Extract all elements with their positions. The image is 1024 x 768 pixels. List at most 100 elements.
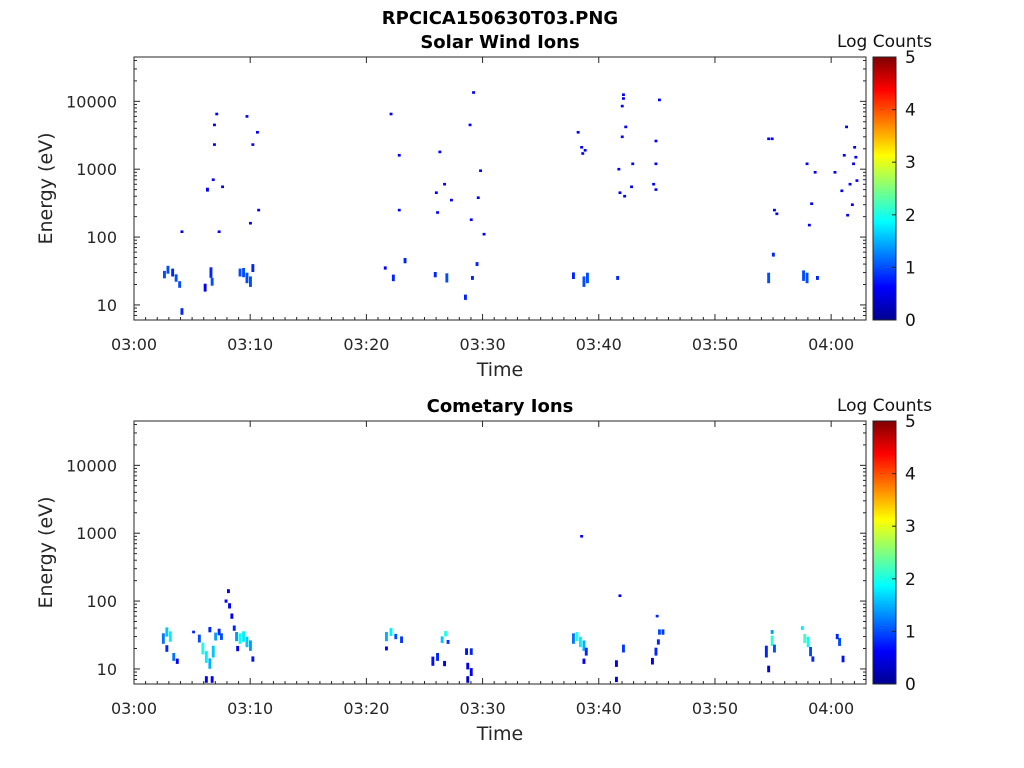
data-cell: [249, 640, 252, 651]
data-cell: [433, 272, 437, 278]
data-cell: [623, 194, 627, 198]
colorbar-tick-label: 2: [905, 206, 916, 226]
data-cell: [575, 632, 579, 642]
data-cell: [213, 143, 216, 146]
data-cell: [446, 640, 450, 644]
x-tick-label: 03:50: [692, 699, 738, 718]
data-cell: [617, 167, 621, 171]
data-cell: [654, 162, 658, 166]
data-cell: [436, 211, 439, 214]
data-cell: [773, 644, 776, 653]
data-cell: [618, 191, 622, 194]
colorbar-gradient: [872, 56, 897, 321]
colorbar-tick-label: 2: [905, 570, 916, 590]
data-cell: [840, 189, 844, 193]
data-cell: [661, 629, 665, 635]
data-cell: [227, 589, 230, 594]
data-cell: [586, 272, 589, 284]
panel-title: Solar Wind Ions: [420, 32, 579, 53]
data-cell: [622, 93, 625, 96]
data-cell: [654, 647, 658, 656]
data-cell: [482, 232, 486, 236]
data-cell: [806, 636, 810, 648]
data-cell: [465, 648, 468, 655]
data-cell: [469, 648, 473, 655]
data-cell: [397, 154, 401, 157]
data-cell: [249, 276, 252, 287]
data-cell: [656, 639, 660, 645]
data-cell: [805, 272, 809, 284]
data-cell: [572, 272, 575, 279]
colorbar-tick-label: 3: [905, 153, 916, 173]
y-tick-label: 10: [97, 296, 117, 315]
data-cell: [775, 212, 779, 216]
x-tick-label: 03:00: [111, 335, 157, 354]
data-cell: [180, 308, 184, 315]
data-cell: [251, 264, 255, 272]
x-tick-label: 03:10: [227, 335, 273, 354]
data-cell: [809, 647, 812, 657]
data-cell: [842, 154, 846, 157]
data-cell: [580, 146, 584, 149]
data-cell: [245, 272, 249, 284]
data-cell: [403, 258, 407, 264]
data-cell: [445, 273, 449, 283]
data-cell: [773, 208, 776, 212]
data-cell: [767, 137, 771, 141]
data-cell: [210, 676, 214, 683]
data-cell: [466, 676, 470, 683]
figure-title: RPCICA150630T03.PNG: [382, 8, 618, 29]
data-cell: [238, 268, 242, 277]
data-cell: [178, 281, 182, 288]
data-cell: [166, 265, 170, 274]
data-cell: [464, 294, 467, 300]
data-cell: [221, 185, 224, 189]
data-cell: [438, 150, 442, 154]
data-cell: [631, 162, 635, 166]
data-cell: [161, 633, 165, 644]
data-cell: [850, 203, 854, 206]
data-cell: [389, 112, 393, 116]
x-axis-label: Time: [476, 359, 524, 381]
data-cell: [217, 230, 221, 233]
data-cell: [853, 146, 857, 149]
data-cell: [206, 187, 209, 192]
data-cell: [443, 660, 446, 667]
data-cell: [770, 137, 774, 141]
y-tick-label: 10000: [66, 456, 117, 475]
colorbar-tick-label: 4: [905, 465, 916, 485]
colorbar-tick-label: 0: [905, 311, 916, 331]
data-cell: [163, 270, 166, 279]
data-cell: [622, 644, 625, 653]
data-cell: [767, 272, 771, 284]
data-cell: [833, 171, 837, 174]
data-cell: [582, 640, 586, 651]
data-cell: [385, 646, 388, 651]
colorbar-tick-label: 0: [905, 675, 916, 695]
data-cell: [582, 276, 586, 287]
data-cell: [217, 628, 221, 636]
data-cell: [803, 634, 807, 644]
data-cell: [220, 633, 223, 640]
y-tick-label: 1000: [76, 524, 117, 543]
data-cell: [838, 638, 841, 646]
panel-cometary: 03:00 03:10 03:20 03:30 03:40 03:50 04:0010100…: [35, 396, 932, 745]
data-cell: [620, 104, 624, 108]
data-cell: [165, 627, 169, 637]
data-cell: [630, 185, 633, 189]
data-cell: [622, 97, 625, 100]
data-cell: [770, 630, 774, 634]
data-cell: [624, 125, 628, 129]
y-tick-label: 10: [97, 660, 117, 679]
data-cell: [434, 191, 438, 194]
data-cell: [846, 213, 850, 217]
data-cell: [469, 668, 473, 676]
colorbar-tick-label: 5: [905, 48, 916, 68]
data-cell: [211, 645, 215, 658]
data-cell: [391, 274, 395, 282]
data-cell: [242, 631, 245, 642]
data-cell: [440, 636, 444, 643]
data-cell: [615, 660, 618, 667]
data-cell: [658, 98, 661, 102]
